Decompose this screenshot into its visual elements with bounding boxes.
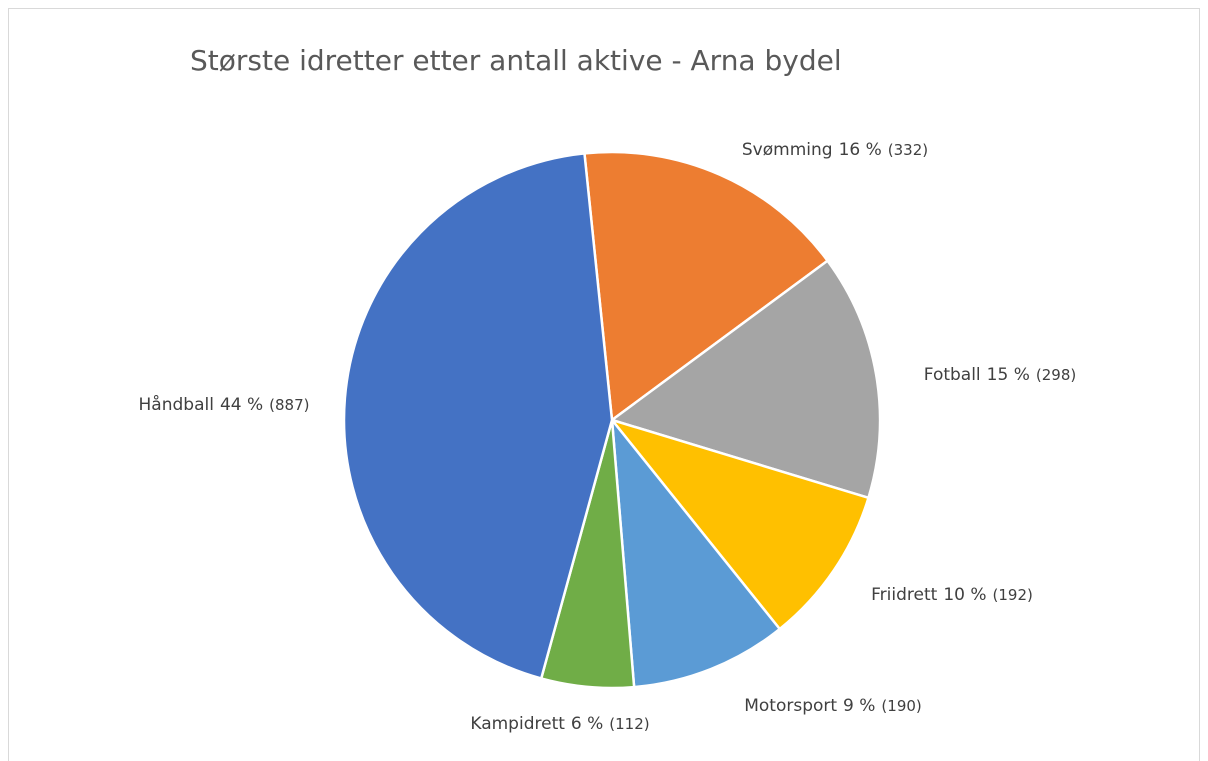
data-label: Motorsport 9 % (190): [744, 696, 922, 716]
category-label: Håndball: [139, 394, 214, 415]
value-label: (112): [609, 715, 649, 733]
chart-title: Største idretter etter antall aktive - A…: [190, 44, 842, 77]
percent-label: 6 %: [571, 714, 603, 734]
percent-label: 15 %: [987, 365, 1030, 385]
percent-label: 9 %: [843, 696, 875, 716]
category-label: Kampidrett: [470, 714, 565, 734]
pie-slice: [608, 417, 871, 631]
category-label: Friidrett: [871, 585, 938, 605]
category-label: Svømming: [742, 140, 833, 160]
pie-slice: [610, 416, 782, 689]
value-label: (298): [1036, 366, 1076, 384]
data-label: Svømming 16 % (332): [742, 140, 928, 160]
percent-label: 44 %: [220, 395, 263, 415]
data-label: Kampidrett 6 % (112): [470, 714, 649, 734]
percent-label: 10 %: [943, 585, 986, 605]
pie-slice: [583, 150, 830, 423]
pie-slice: [342, 152, 614, 681]
value-label: (332): [888, 141, 928, 159]
data-label: Fotball 15 % (298): [924, 365, 1076, 385]
pie-slice: [609, 258, 882, 500]
value-label: (190): [881, 697, 921, 715]
value-label: (192): [993, 586, 1033, 604]
value-label: (887): [269, 396, 309, 414]
category-label: Motorsport: [744, 696, 837, 716]
category-label: Fotball: [924, 365, 981, 385]
data-label: Håndball 44 % (887): [139, 394, 310, 415]
percent-label: 16 %: [839, 140, 882, 160]
data-label: Friidrett 10 % (192): [871, 585, 1033, 605]
